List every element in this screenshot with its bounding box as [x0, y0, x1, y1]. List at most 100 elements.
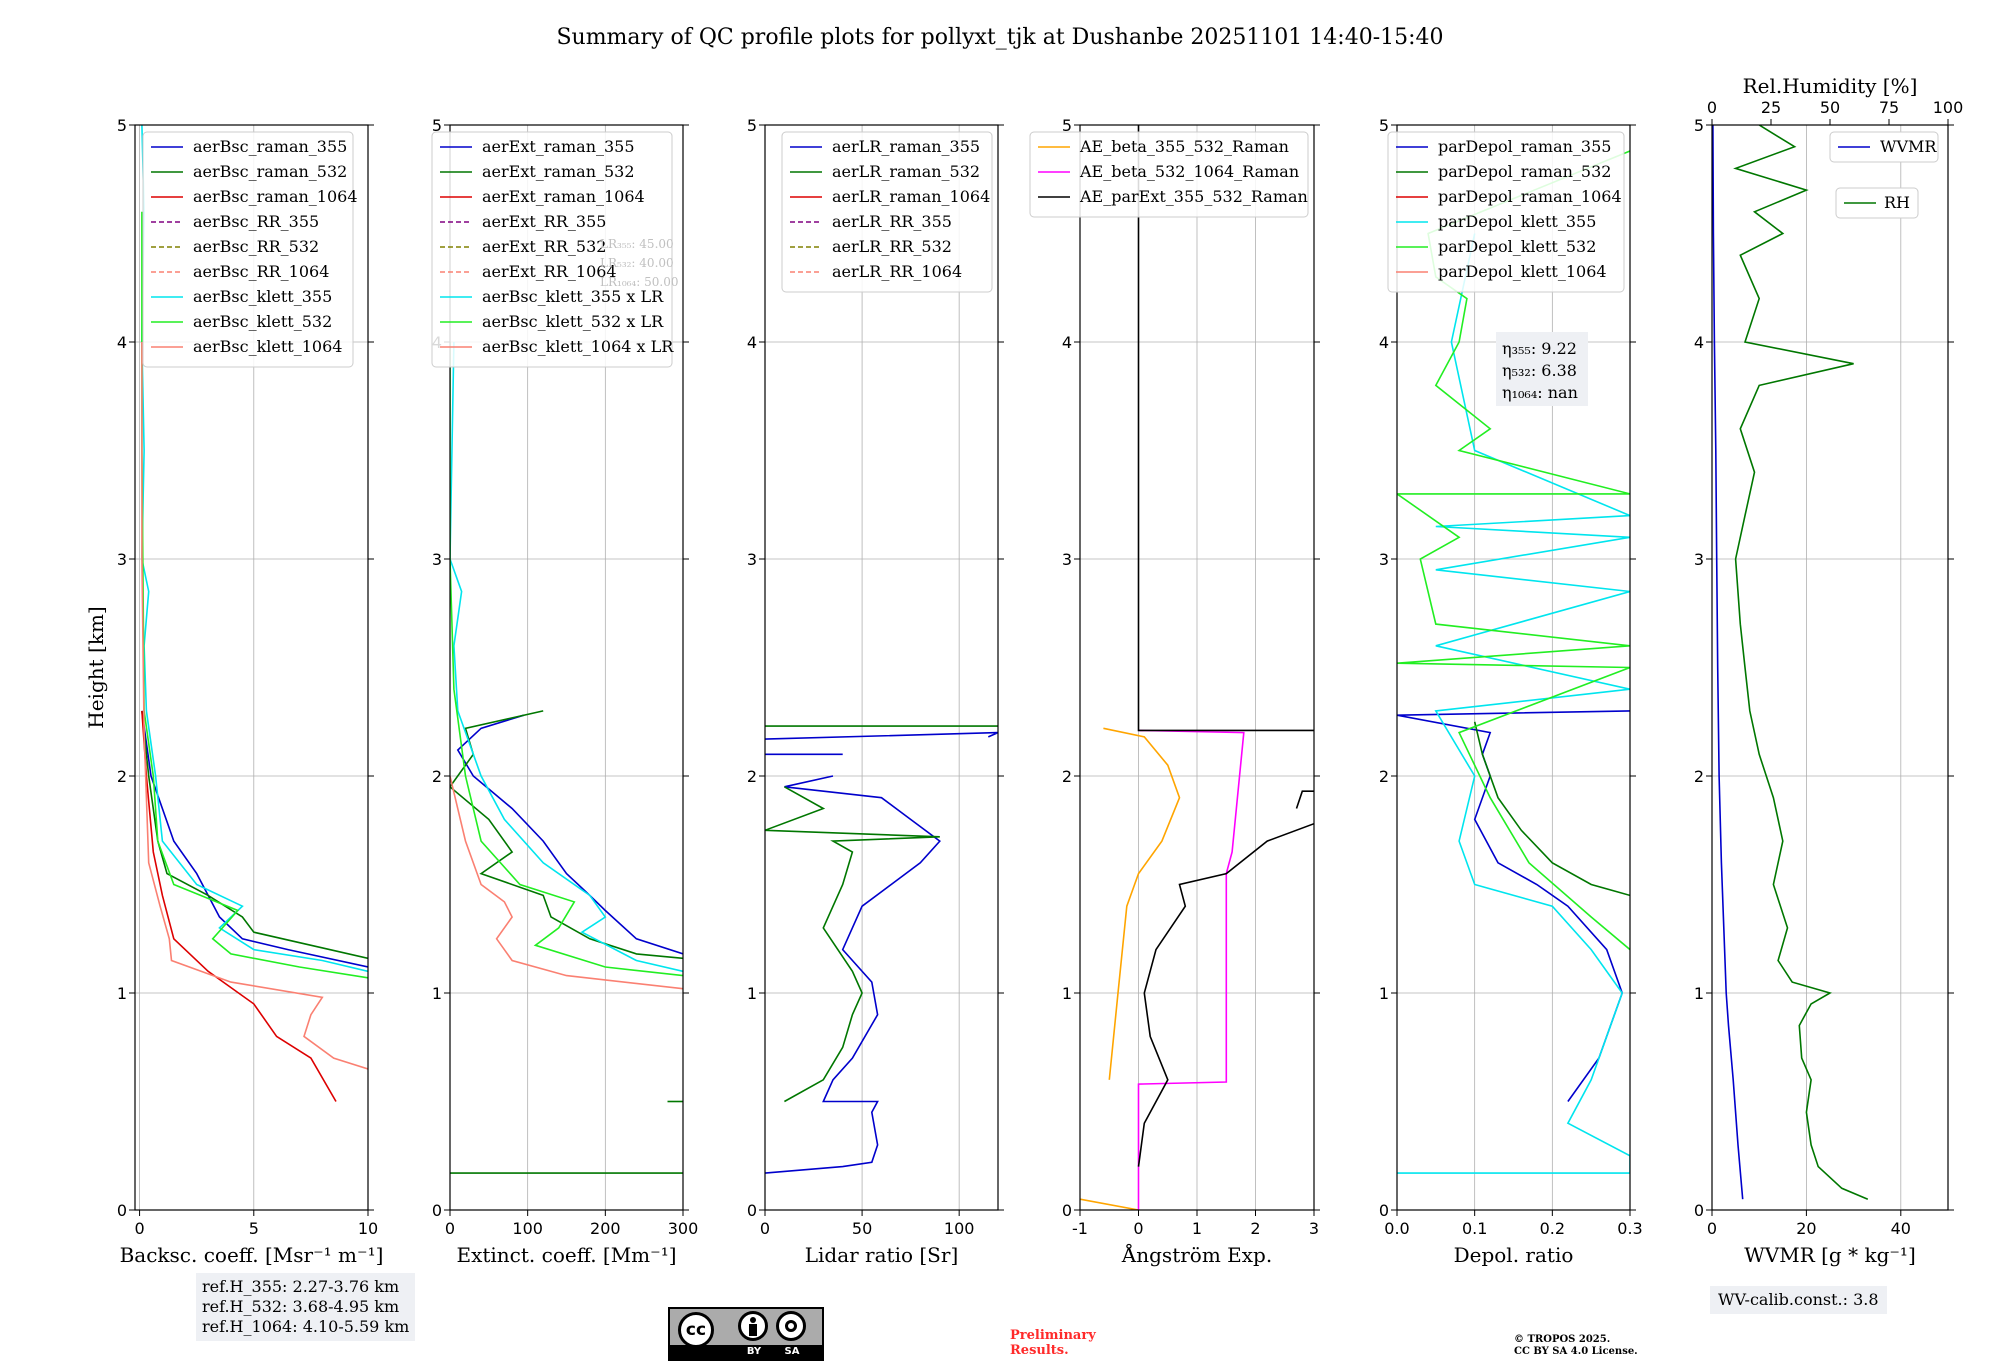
x2-tick-label: 50 [1820, 98, 1840, 117]
x-tick-label: 100 [944, 1219, 975, 1238]
series-aerBsc_klett_355 x LR [450, 341, 683, 973]
legend-box [142, 131, 354, 368]
lr-value-LR532: LR₅₃₂: 40.00 [600, 256, 674, 270]
eta-value-eta1064: η₁₀₆₄: nan [1502, 383, 1578, 402]
y-tick-label: 3 [1694, 550, 1704, 569]
y-tick-label: 3 [117, 550, 127, 569]
panel-wvmr: 0 20 40 0 1 2 3 4 5 WVMR [g * kg⁻¹] 0 25 50 75 100 Rel.… [1694, 74, 1963, 1267]
y-tick-label: 5 [1379, 116, 1389, 135]
series-AE_parExt_355_532_Raman-segment [1295, 790, 1314, 809]
lr-annotation: LR₃₅₅: 45.00 LR₅₃₂: 40.00 LR₁₀₆₄: 50.00 [600, 237, 678, 289]
legend-label: parDepol_raman_355 [1438, 137, 1611, 156]
legend-label: aerLR_raman_532 [832, 162, 980, 181]
axes-frame [449, 124, 684, 1211]
ref-h-355: ref.H_355: 2.27-3.76 km [202, 1277, 400, 1296]
y-tick-label: 1 [117, 984, 127, 1003]
x-axis-label: Backsc. coeff. [Msr⁻¹ m⁻¹] [120, 1243, 384, 1267]
series-AE_beta_355_532_Raman [1103, 727, 1181, 1080]
legend-label: aerLR_RR_1064 [832, 262, 962, 281]
x2-tick-label: 0 [1707, 98, 1717, 117]
series-AE_parExt_355_532_Raman-segment [1137, 125, 1314, 732]
y-tick-label: 1 [1379, 984, 1389, 1003]
legend-label: aerBsc_klett_355 x LR [482, 287, 664, 306]
series-aerBsc_raman_1064 [141, 710, 337, 1102]
y-axis-label: Height [km] [84, 606, 108, 728]
x-tick-label: 300 [668, 1219, 699, 1238]
series-parDepol_klett_532 [1397, 150, 1630, 951]
legend-label: aerBsc_klett_1064 x LR [482, 337, 674, 356]
legend-label: parDepol_raman_1064 [1438, 187, 1622, 206]
x-tick-label: 0 [445, 1219, 455, 1238]
legend-label: aerBsc_RR_355 [193, 212, 319, 231]
reference-height-box: ref.H_355: 2.27-3.76 km ref.H_532: 3.68-… [196, 1273, 416, 1341]
y-tick-label: 5 [747, 116, 757, 135]
legend-label: parDepol_klett_1064 [1438, 262, 1607, 281]
y-tick-label: 2 [1062, 767, 1072, 786]
preliminary-note: Preliminary Results. [1010, 1328, 1096, 1358]
y-tick-label: 3 [432, 550, 442, 569]
lr-value-LR355: LR₃₅₅: 45.00 [600, 237, 674, 251]
y-tick-label: 4 [1694, 333, 1704, 352]
legend-label: aerLR_raman_1064 [832, 187, 990, 206]
series-aerBsc_klett_355 [141, 125, 368, 973]
x-tick-label: -1 [1072, 1219, 1088, 1238]
y-tick-label: 2 [432, 767, 442, 786]
copyright-line-2: CC BY SA 4.0 License. [1514, 1346, 1638, 1357]
series-aerBsc_klett_1064 x LR [450, 775, 683, 990]
copyright-line-1: © TROPOS 2025. [1514, 1334, 1611, 1345]
y-tick-label: 2 [1694, 767, 1704, 786]
lr-value-LR1064: LR₁₀₆₄: 50.00 [600, 275, 678, 289]
legend-box [781, 131, 993, 293]
x2-tick-label: 100 [1933, 98, 1964, 117]
y-tick-label: 3 [747, 550, 757, 569]
by-person-icon [738, 1311, 768, 1341]
legend-label: aerBsc_klett_532 [193, 312, 332, 331]
legend-label: aerExt_RR_355 [482, 212, 606, 231]
y-tick-label: 3 [1062, 550, 1072, 569]
legend-label: aerExt_raman_355 [482, 137, 635, 156]
x-tick-label: 5 [249, 1219, 259, 1238]
legend-label: aerBsc_RR_532 [193, 237, 319, 256]
x2-tick-label: 75 [1879, 98, 1899, 117]
y-tick-label: 2 [1379, 767, 1389, 786]
y-tick-label: 5 [117, 116, 127, 135]
legend-label: aerExt_raman_532 [482, 162, 635, 181]
legend-label: aerBsc_raman_532 [193, 162, 347, 181]
y-tick-label: 4 [1379, 333, 1389, 352]
x-tick-label: 50 [852, 1219, 872, 1238]
axes-frame [1396, 124, 1631, 1211]
x-axis-label: Depol. ratio [1454, 1243, 1574, 1267]
cc-badge-strip [670, 1345, 822, 1359]
panel-extinction: 0100200300012345Extinct. coeff. [Mm⁻¹]ae… [431, 116, 699, 1267]
y-tick-label: 4 [117, 333, 127, 352]
x-tick-label: 0 [134, 1219, 144, 1238]
series-parDepol_raman_532 [1473, 721, 1630, 897]
legend-label: aerLR_raman_355 [832, 137, 980, 156]
x-axis-label: Lidar ratio [Sr] [805, 1243, 959, 1267]
panel-backscatter: 0 5 10 0 1 2 3 4 5 Backsc. coeff. [Msr⁻¹ m⁻¹] Heig… [84, 116, 383, 1267]
legend-label: parDepol_raman_532 [1438, 162, 1611, 181]
legend-box [1029, 131, 1309, 218]
series-aerBsc_raman_355 [141, 710, 368, 968]
x-tick-label: 0.2 [1540, 1219, 1565, 1238]
series-RH [1733, 125, 1869, 1200]
cc-license-badge: cc BY SA [668, 1307, 824, 1361]
series-aerExt_raman_532 [450, 710, 683, 960]
x-tick-label: 0.0 [1384, 1219, 1409, 1238]
legend-label: AE_parExt_355_532_Raman [1079, 187, 1308, 206]
panel-depol: 0.0 0.1 0.2 0.3 0 1 2 3 4 5 Depol. ratio parDepol_r… [1379, 116, 1643, 1267]
y-tick-label: 5 [1694, 116, 1704, 135]
legend-label: aerExt_RR_1064 [482, 262, 617, 281]
series-aerBsc_klett_532 x LR [450, 342, 683, 977]
axes-frame [764, 124, 999, 1211]
y-tick-label: 3 [1379, 550, 1389, 569]
eta-value-eta355: η₃₅₅: 9.22 [1502, 339, 1577, 358]
legend-label: aerLR_RR_532 [832, 237, 952, 256]
legend-label: AE_beta_532_1064_Raman [1079, 162, 1299, 181]
x-axis-label: Extinct. coeff. [Mm⁻¹] [456, 1243, 676, 1267]
y-tick-label: 0 [1062, 1201, 1072, 1220]
x-tick-label: 3 [1309, 1219, 1319, 1238]
axes-frame [134, 124, 369, 1211]
x-tick-label: 1 [1192, 1219, 1202, 1238]
